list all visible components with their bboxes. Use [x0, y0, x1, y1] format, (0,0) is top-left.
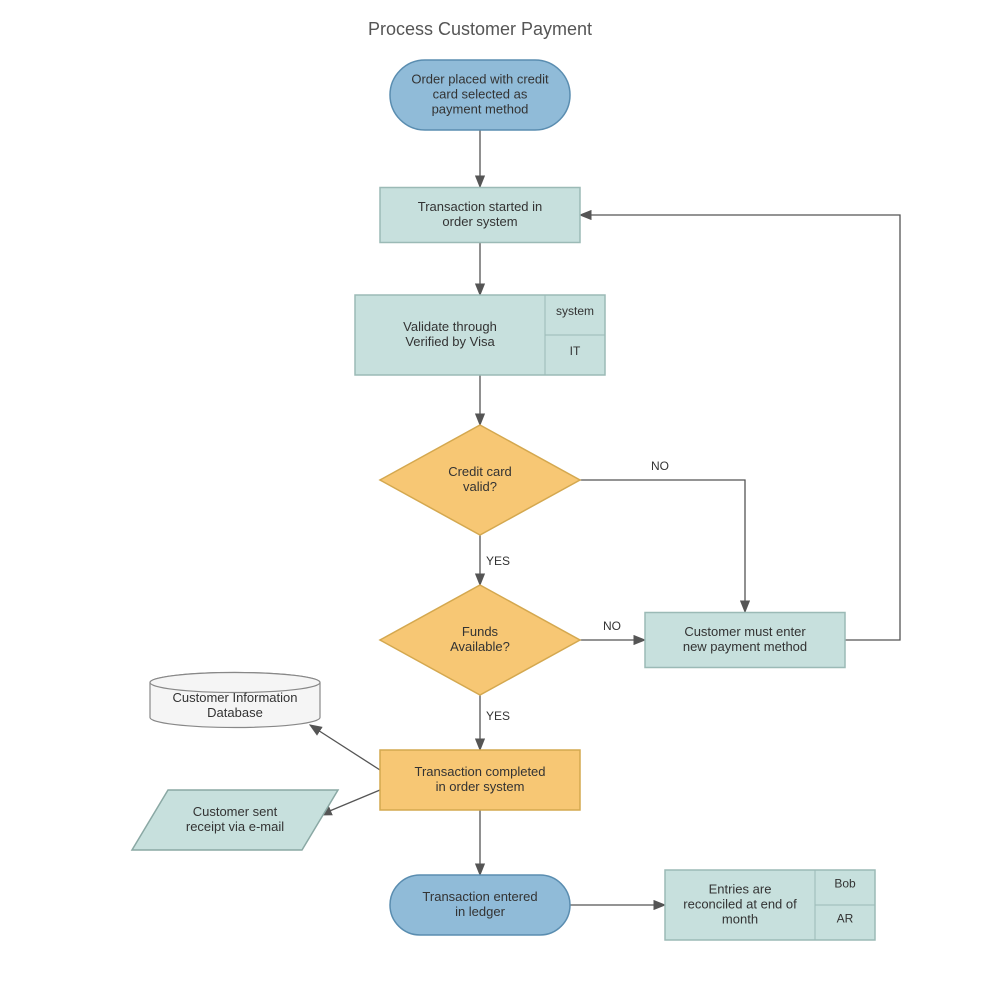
svg-text:month: month	[722, 911, 758, 926]
edge	[580, 215, 900, 640]
diagram-title: Process Customer Payment	[368, 19, 592, 39]
node-cc_valid: Credit cardvalid?	[380, 425, 580, 535]
svg-text:valid?: valid?	[463, 479, 497, 494]
svg-text:reconciled at end of: reconciled at end of	[683, 896, 797, 911]
node-funds: FundsAvailable?	[380, 585, 580, 695]
svg-text:Order placed with credit: Order placed with credit	[411, 71, 549, 86]
svg-text:receipt via e-mail: receipt via e-mail	[186, 819, 284, 834]
node-reconcile: Entries arereconciled at end ofmonth Bob A…	[665, 870, 875, 940]
svg-text:in ledger: in ledger	[455, 904, 506, 919]
svg-text:Validate through: Validate through	[403, 319, 497, 334]
node-receipt: Customer sentreceipt via e-mail	[132, 790, 338, 850]
edge-label: NO	[651, 459, 669, 473]
svg-text:card selected as: card selected as	[433, 86, 528, 101]
svg-text:system: system	[556, 304, 594, 318]
svg-text:IT: IT	[570, 344, 581, 358]
svg-text:Funds: Funds	[462, 624, 499, 639]
edge-label: YES	[486, 554, 510, 568]
node-txn_start: Transaction started inorder system	[380, 188, 580, 243]
node-ledger: Transaction enteredin ledger	[390, 875, 570, 935]
svg-text:Customer Information: Customer Information	[173, 690, 298, 705]
svg-text:Transaction started in: Transaction started in	[418, 199, 543, 214]
node-completed: Transaction completedin order system	[380, 750, 580, 810]
svg-text:Credit card: Credit card	[448, 464, 512, 479]
edge-label: NO	[603, 619, 621, 633]
edge	[580, 480, 745, 612]
svg-text:new payment method: new payment method	[683, 639, 807, 654]
svg-text:Available?: Available?	[450, 639, 510, 654]
svg-text:AR: AR	[837, 912, 854, 926]
edge-label: YES	[486, 709, 510, 723]
node-db: Customer InformationDatabase	[150, 673, 320, 728]
node-start: Order placed with creditcard selected as…	[390, 60, 570, 130]
node-validate: Validate throughVerified by Visa system IT	[355, 295, 605, 375]
svg-text:Transaction completed: Transaction completed	[414, 764, 545, 779]
svg-text:order system: order system	[442, 214, 517, 229]
svg-text:Bob: Bob	[834, 877, 856, 891]
svg-text:Verified by Visa: Verified by Visa	[405, 334, 495, 349]
svg-text:payment method: payment method	[432, 101, 529, 116]
svg-text:Customer sent: Customer sent	[193, 804, 278, 819]
svg-text:Customer must enter: Customer must enter	[684, 624, 806, 639]
svg-text:in order system: in order system	[436, 779, 525, 794]
svg-text:Transaction entered: Transaction entered	[422, 889, 537, 904]
edge	[310, 725, 380, 770]
svg-text:Database: Database	[207, 705, 263, 720]
node-new_pay: Customer must enternew payment method	[645, 613, 845, 668]
flowchart-canvas: Process Customer Payment YES NO NO YES Orde…	[0, 0, 1000, 1000]
svg-text:Entries are: Entries are	[709, 881, 772, 896]
